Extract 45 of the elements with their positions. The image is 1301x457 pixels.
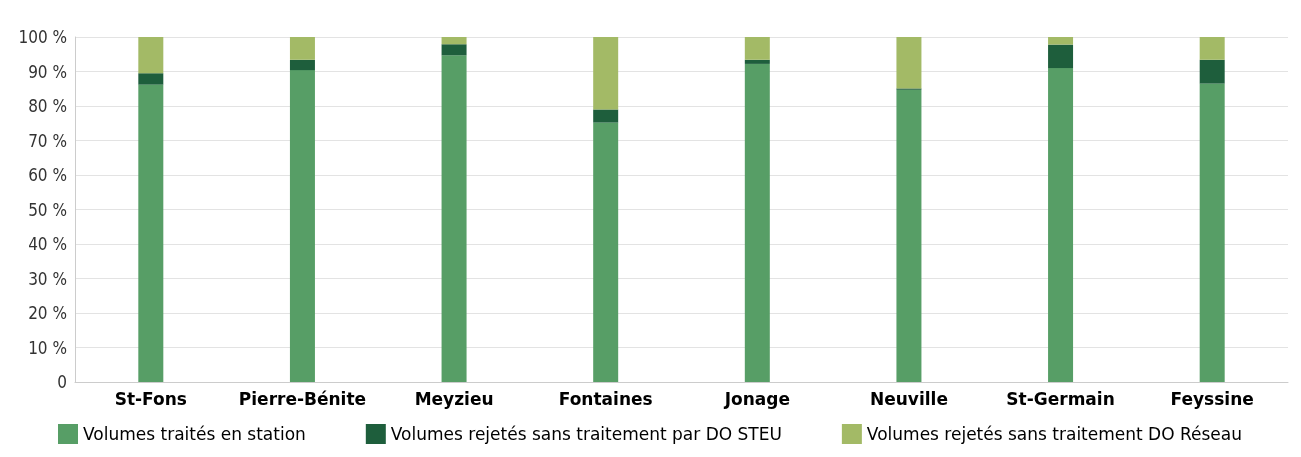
bar (289, 70, 315, 382)
bar (441, 55, 467, 382)
y-tick-label: 100 % (18, 27, 67, 47)
legend-label: Volumes rejetés sans traitement DO Réseau (866, 424, 1242, 444)
x-tick-label: St-Germain (1006, 388, 1115, 409)
y-tick-label: 90 % (28, 61, 67, 82)
bar (441, 44, 467, 56)
y-tick-label: 20 % (28, 303, 67, 323)
bar (289, 37, 315, 60)
legend-label: Volumes traités en station (83, 424, 306, 444)
x-tick-label: Jonage (723, 388, 790, 409)
bar (896, 37, 922, 89)
bar (744, 59, 770, 64)
x-tick-label: Pierre-Bénite (238, 388, 367, 409)
y-tick-label: 40 % (28, 234, 67, 254)
x-tick-label: Meyzieu (414, 388, 494, 409)
legend-label: Volumes rejetés sans traitement par DO STEU (390, 424, 782, 444)
x-tick-label: Neuville (869, 388, 948, 409)
bar (744, 37, 770, 60)
bar (138, 37, 164, 74)
bar (593, 122, 619, 382)
bar (1199, 59, 1225, 84)
bar (1048, 44, 1074, 69)
bar (138, 84, 164, 382)
bar (1048, 37, 1074, 45)
y-tick-label: 10 % (28, 337, 67, 358)
bar (138, 73, 164, 85)
x-tick-label: St-Fons (114, 388, 187, 409)
x-tick-label: Fontaines (558, 388, 653, 409)
bar (1199, 83, 1225, 382)
y-tick-label: 60 % (28, 165, 67, 185)
bar (896, 89, 922, 382)
bar (441, 37, 467, 45)
bar (744, 63, 770, 382)
y-tick-label: 30 % (28, 268, 67, 289)
x-tick-label: Feyssine (1170, 388, 1254, 409)
y-tick-label: 0 (57, 372, 67, 392)
bar (289, 59, 315, 71)
y-tick-label: 50 % (28, 199, 67, 220)
bar (1048, 68, 1074, 382)
bar (1199, 37, 1225, 60)
bar (593, 109, 619, 123)
y-tick-label: 80 % (28, 96, 67, 116)
y-tick-label: 70 % (28, 130, 67, 151)
bar (593, 37, 619, 110)
